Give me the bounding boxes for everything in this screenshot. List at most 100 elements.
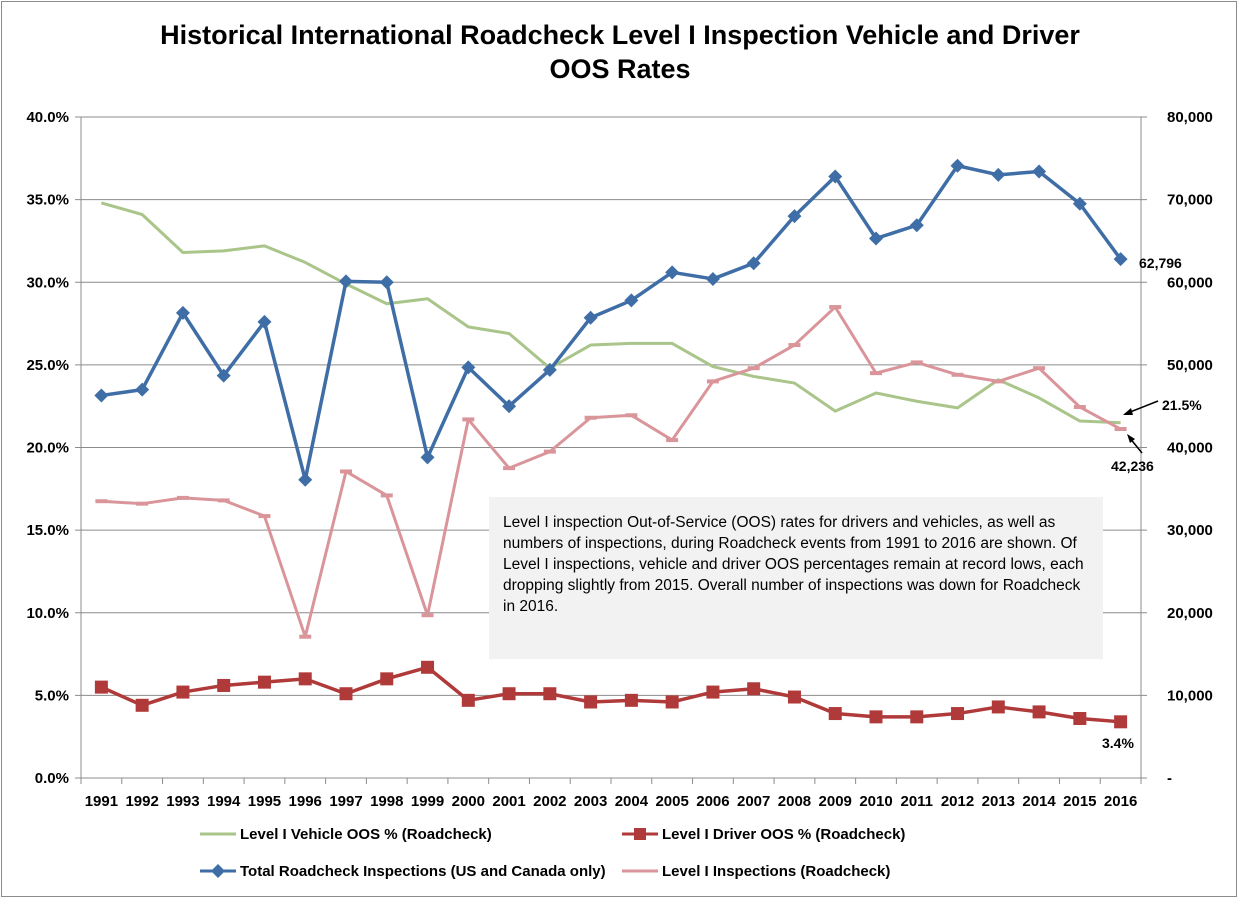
x-tick-label: 2015 xyxy=(1063,793,1096,810)
chart-title-line-1: Historical International Roadcheck Level… xyxy=(160,20,1080,50)
data-point-driver xyxy=(951,707,965,721)
x-tick-label: 1996 xyxy=(289,793,322,810)
data-point-total xyxy=(502,399,517,414)
series-level1 xyxy=(95,305,1127,639)
data-point-driver xyxy=(624,693,638,707)
x-tick-label: 2009 xyxy=(819,793,852,810)
data-point-driver xyxy=(257,675,271,689)
data-point-total xyxy=(624,293,639,308)
right-tick-label: 80,000 xyxy=(1167,109,1213,126)
data-point-total xyxy=(420,450,435,465)
legend-item-level1: Level I Inspections (Roadcheck) xyxy=(622,861,890,881)
data-point-total xyxy=(909,218,924,233)
vehicle-last-arrowhead xyxy=(1123,408,1133,415)
data-point-driver xyxy=(461,693,475,707)
x-tick-label: 1994 xyxy=(207,793,241,810)
data-point-total xyxy=(1113,252,1128,267)
data-point-total xyxy=(665,265,680,280)
data-point-driver xyxy=(1114,715,1128,729)
x-tick-label: 2013 xyxy=(982,793,1015,810)
x-axis-ticks: 1991 1992 1993 1994 1995 1996 1997 1998 1999 2000… xyxy=(85,793,1138,810)
x-tick-label: 2006 xyxy=(696,793,729,810)
data-point-total xyxy=(298,472,313,487)
data-point-total xyxy=(583,310,598,325)
data-point-driver xyxy=(706,685,720,699)
x-tick-label: 2001 xyxy=(492,793,525,810)
right-tick-label: 50,000 xyxy=(1167,357,1213,374)
data-point-driver xyxy=(176,685,190,699)
series-line-total xyxy=(101,163,1123,482)
left-tick-label: 40.0% xyxy=(26,109,69,126)
legend-label-total: Total Roadcheck Inspections (US and Cana… xyxy=(240,862,606,880)
data-point-driver xyxy=(665,695,679,709)
series-vehicle xyxy=(100,201,1121,425)
legend-swatch-level1 xyxy=(622,869,658,873)
data-point-total xyxy=(746,256,761,271)
left-axis-ticks: 0.0% 5.0% 10.0% 15.0% 20.0% 25.0% 30.0% 35.0% 40… xyxy=(26,109,69,787)
data-point-driver xyxy=(747,682,761,696)
series-total xyxy=(94,158,1128,487)
data-point-total xyxy=(1032,164,1047,179)
x-tick-label: 1992 xyxy=(125,793,158,810)
annotations: 62,796 21.5% 42,236 3.4% xyxy=(1102,255,1202,751)
data-point-driver xyxy=(869,710,883,724)
x-tick-label: 2004 xyxy=(615,793,649,810)
x-tick-label: 1998 xyxy=(370,793,403,810)
data-point-driver xyxy=(380,672,394,686)
data-point-total xyxy=(787,209,802,224)
data-point-total xyxy=(257,314,272,329)
data-point-driver xyxy=(1032,705,1046,719)
data-point-total xyxy=(828,169,843,184)
x-tick-label: 2014 xyxy=(1022,793,1056,810)
left-tick-label: 35.0% xyxy=(26,192,69,209)
x-tick-label: 2008 xyxy=(778,793,811,810)
right-tick-label: 10,000 xyxy=(1167,687,1213,704)
data-point-driver xyxy=(543,687,557,701)
series-line-vehicle xyxy=(100,201,1121,425)
data-point-total xyxy=(135,382,150,397)
left-tick-label: 15.0% xyxy=(26,522,69,539)
data-point-driver xyxy=(828,707,842,721)
data-point-total xyxy=(705,271,720,286)
data-point-driver xyxy=(135,698,149,712)
vehicle-last-label: 21.5% xyxy=(1162,397,1202,413)
left-tick-label: 30.0% xyxy=(26,274,69,291)
left-tick-label: 5.0% xyxy=(35,687,69,704)
legend: Level I Vehicle OOS % (Roadcheck) Level … xyxy=(0,820,1240,890)
right-tick-label: 70,000 xyxy=(1167,192,1213,209)
x-tick-label: 2005 xyxy=(655,793,688,810)
legend-item-total: Total Roadcheck Inspections (US and Cana… xyxy=(200,861,606,881)
chart-title-line-2: OOS Rates xyxy=(549,54,691,84)
x-tick-label: 2000 xyxy=(452,793,485,810)
legend-swatch-total xyxy=(200,864,236,878)
data-point-driver xyxy=(991,700,1005,714)
legend-label-vehicle: Level I Vehicle OOS % (Roadcheck) xyxy=(240,825,492,843)
left-tick-label: 10.0% xyxy=(26,605,69,622)
data-point-total xyxy=(950,158,965,173)
right-tick-label: 20,000 xyxy=(1167,605,1213,622)
data-point-total xyxy=(542,362,557,377)
data-point-total xyxy=(379,275,394,290)
data-point-total xyxy=(339,274,353,289)
data-point-total xyxy=(1072,196,1087,211)
data-point-driver xyxy=(217,678,231,692)
data-point-driver xyxy=(339,687,353,701)
x-tick-label: 2016 xyxy=(1104,793,1137,810)
data-point-total xyxy=(175,305,190,320)
axes xyxy=(75,116,1147,784)
left-tick-label: 0.0% xyxy=(35,770,69,787)
data-point-total xyxy=(461,360,476,375)
data-point-driver xyxy=(1073,712,1087,726)
data-point-total xyxy=(216,368,231,383)
series-layer xyxy=(94,158,1128,729)
right-tick-label: - xyxy=(1167,770,1172,787)
left-tick-label: 25.0% xyxy=(26,357,69,374)
data-point-driver xyxy=(584,695,598,709)
series-line-level1 xyxy=(101,305,1122,639)
note-box: Level I inspection Out-of-Service (OOS) … xyxy=(489,497,1103,659)
level1-last-arrowhead xyxy=(1127,434,1135,443)
x-tick-label: 1997 xyxy=(329,793,362,810)
legend-item-vehicle: Level I Vehicle OOS % (Roadcheck) xyxy=(200,824,492,844)
